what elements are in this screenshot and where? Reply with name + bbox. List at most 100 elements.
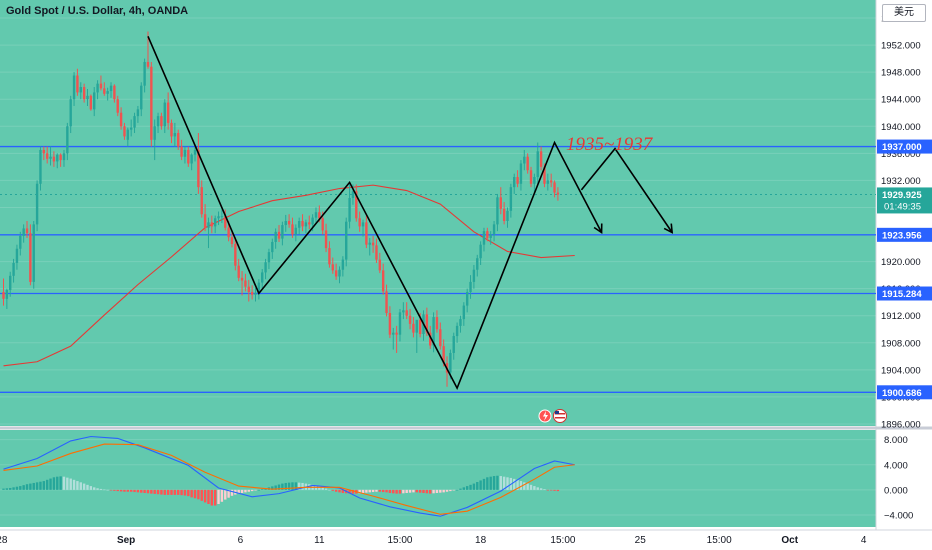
macd-histogram-bar [62,476,66,490]
time-axis[interactable]: 28 Sep 6 11 15:00 18 15:00 25 15:00 Oct 4 [0,535,867,546]
macd-histogram-bar [462,487,466,490]
macd-histogram-bar [452,489,455,491]
macd-histogram-bar [472,483,476,490]
macd-histogram-bar [361,489,365,493]
us-flag-stripe [555,413,565,415]
time-tick-label: 6 [238,535,244,546]
candle-body [334,270,338,277]
macd-histogram-bar [271,486,274,490]
macd-histogram-bar [331,489,334,491]
macd-histogram-bar [297,482,301,490]
candle-body [119,112,123,127]
macd-histogram-bar [546,489,550,491]
macd-histogram-bar [103,489,106,491]
candle-body [15,248,19,263]
price-tick-label: 1920.000 [881,257,921,268]
candle-body [395,332,398,335]
candle-body [318,212,321,219]
macd-histogram-bar [187,489,190,497]
macd-histogram-bar [526,483,529,490]
macd-histogram-bar [338,489,341,493]
time-tick-label: 15:00 [550,535,575,546]
candle-body [274,231,277,242]
candle-body [86,95,89,100]
candle-body [271,241,274,253]
candle-body [200,187,203,215]
candle-body [133,116,136,128]
macd-histogram-bar [89,486,93,490]
candle-body [549,180,553,183]
candle-body [52,156,56,162]
macd-histogram-bar [52,477,56,490]
macd-tick-label: 8.000 [884,435,908,446]
candle-body [358,218,361,227]
price-axis[interactable]: 1956.0001952.0001948.0001944.0001940.000… [877,14,932,431]
candle-body [2,292,5,299]
candle-body [217,216,220,219]
price-tick-label: 1952.000 [881,41,921,52]
macd-histogram-bar [123,489,126,492]
macd-histogram-bar [42,481,46,490]
candle-body [452,336,455,353]
candle-body [56,154,59,162]
macd-histogram-bar [556,489,560,492]
macd-histogram-bar [133,489,136,493]
candle-body [398,312,402,335]
candle-body [304,222,308,227]
projection-arrowhead [663,223,674,234]
macd-histogram-bar [56,476,59,490]
price-tick-label: 1948.000 [881,68,921,79]
macd-histogram-bar [371,489,375,493]
price-tick-label: 1904.000 [881,365,921,376]
macd-histogram-bar [79,482,82,490]
candle-body [442,346,445,364]
candle-body [345,221,348,260]
candle-body [405,310,408,316]
macd-histogram-bar [281,483,284,490]
candle-body [392,332,395,335]
level-price-tag [877,227,932,242]
currency-button[interactable]: 美元 [882,4,926,22]
macd-histogram-bar [516,479,519,490]
candle-body [469,281,472,293]
candle-body [368,242,371,245]
candle-body [361,222,365,227]
macd-histogram-bar [321,487,324,490]
macd-tick-label: −4.000 [884,510,913,521]
candle-body [492,224,496,235]
macd-tick-label: 0.000 [884,485,908,496]
macd-histogram-bar [479,480,482,490]
zigzag-arrowhead [593,223,603,234]
candle-body [365,222,368,245]
macd-histogram-bar [9,487,12,490]
countdown-label: 01:49:35 [884,201,921,212]
candle-body [183,149,187,157]
macd-histogram-bar [217,489,220,504]
lightning-glyph [543,411,548,421]
macd-histogram-bar [482,478,486,490]
candle-body [523,156,526,164]
macd-histogram-bar [418,489,422,493]
candle-body [291,224,294,235]
macd-histogram-bar [240,489,244,493]
candle-body [455,325,459,337]
macd-histogram-bar [99,488,103,490]
candle-body [89,95,93,110]
candle-body [9,275,12,291]
macd-histogram-bar [539,488,543,490]
candle-body [197,149,200,188]
candle-body [220,216,224,218]
candle-body [375,245,378,260]
macd-histogram-bar [86,484,89,490]
macd-axis[interactable]: 8.000 4.000 0.000 −4.000 [884,435,913,521]
macd-histogram-bar [536,487,539,490]
candle-body [553,182,556,193]
macd-histogram-bar [523,482,526,490]
macd-histogram-bar [45,479,49,490]
candle-body [267,252,271,263]
candle-body [12,262,15,276]
candle-body [526,156,529,171]
event-icons[interactable] [538,409,567,423]
candle-body [502,208,506,221]
